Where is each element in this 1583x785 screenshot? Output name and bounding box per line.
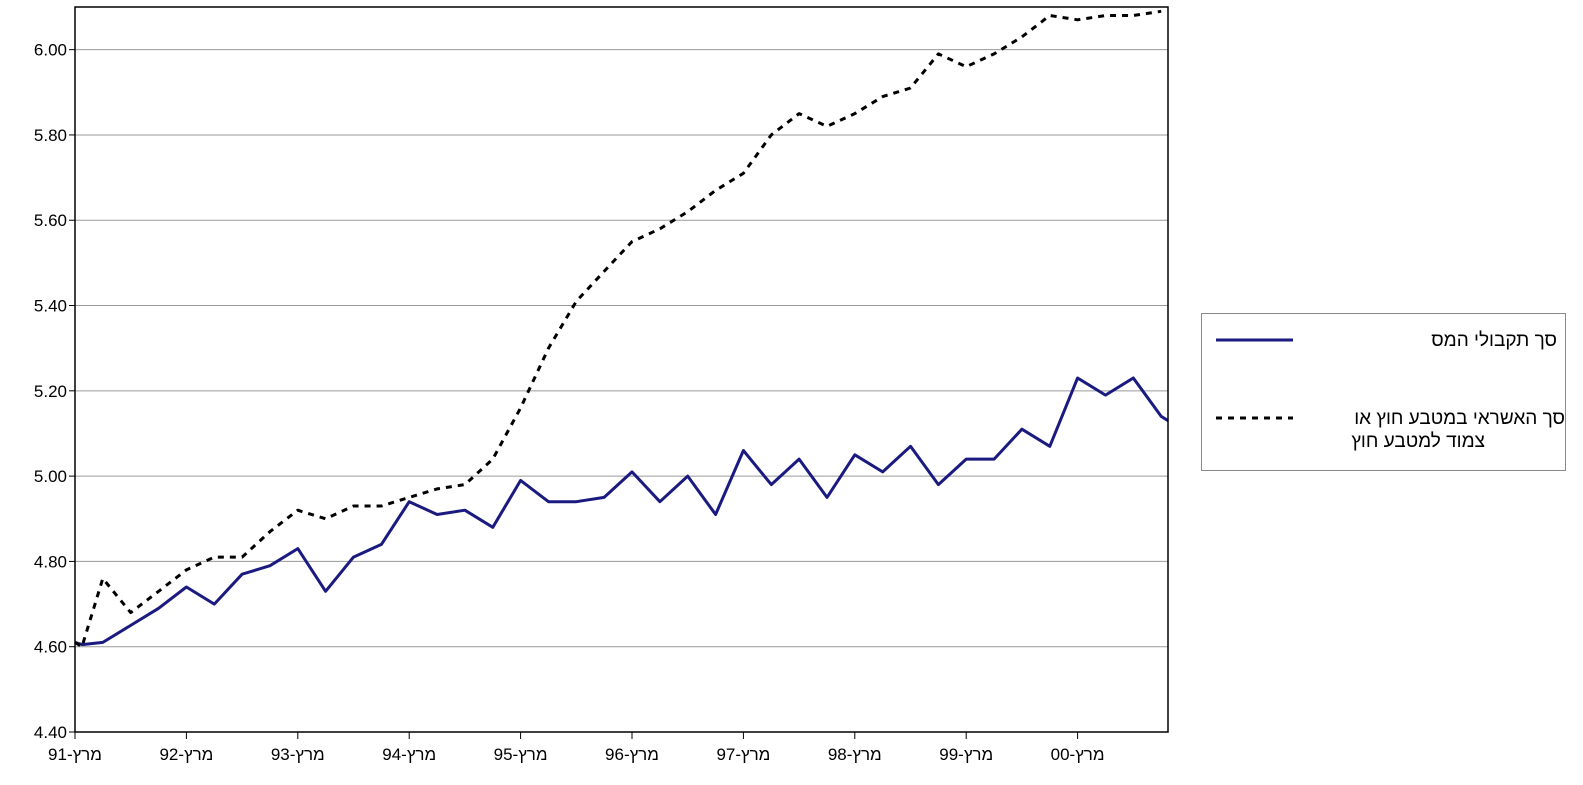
legend-label-foreign-credit-line1: סך האשראי במטבע חוץ או xyxy=(1354,408,1565,429)
y-tick-label: 5.80 xyxy=(34,126,67,145)
x-tick-label: מרץ-91 xyxy=(48,745,102,764)
x-tick-label: מרץ-93 xyxy=(271,745,325,764)
legend: סך תקבולי המס סך האשראי במטבע חוץ או צמו… xyxy=(1201,313,1566,471)
y-tick-label: 4.80 xyxy=(34,552,67,571)
y-tick-label: 4.60 xyxy=(34,638,67,657)
series-layer xyxy=(74,9,1169,649)
x-tick-label: מרץ-92 xyxy=(159,745,213,764)
x-tick-label: מרץ-96 xyxy=(605,745,659,764)
series-line-foreign-credit xyxy=(74,9,1162,649)
legend-label-foreign-credit-line2: צמוד למטבע חוץ xyxy=(1351,431,1485,452)
x-tick-label: מרץ-94 xyxy=(382,745,436,764)
y-tick-label: 6.00 xyxy=(34,41,67,60)
x-axis: מרץ-91 מרץ-92 מרץ-93 מרץ-94 מרץ-95 מרץ-96 מרץ-… xyxy=(48,732,1105,764)
x-tick-label: מרץ-95 xyxy=(494,745,548,764)
y-tick-label: 5.60 xyxy=(34,211,67,230)
y-tick-label: 5.20 xyxy=(34,382,67,401)
x-tick-label: מרץ-98 xyxy=(828,745,882,764)
y-tick-label: 5.00 xyxy=(34,467,67,486)
x-tick-label: מרץ-00 xyxy=(1051,745,1105,764)
y-axis: 4.40 4.60 4.80 5.00 5.20 5.40 5.60 5.80 6.00 xyxy=(34,41,75,742)
series-line-tax-receipts xyxy=(74,376,1169,647)
legend-swatches xyxy=(1216,338,1293,420)
x-tick-label: מרץ-99 xyxy=(939,745,993,764)
gridlines xyxy=(75,49,1168,648)
legend-label-tax-receipts: סך תקבולי המס xyxy=(1431,330,1557,351)
plot-area-border xyxy=(74,6,1169,733)
y-tick-label: 4.40 xyxy=(34,723,67,742)
y-tick-label: 5.40 xyxy=(34,297,67,316)
x-tick-label: מרץ-97 xyxy=(716,745,770,764)
plot-frame xyxy=(74,6,1169,733)
